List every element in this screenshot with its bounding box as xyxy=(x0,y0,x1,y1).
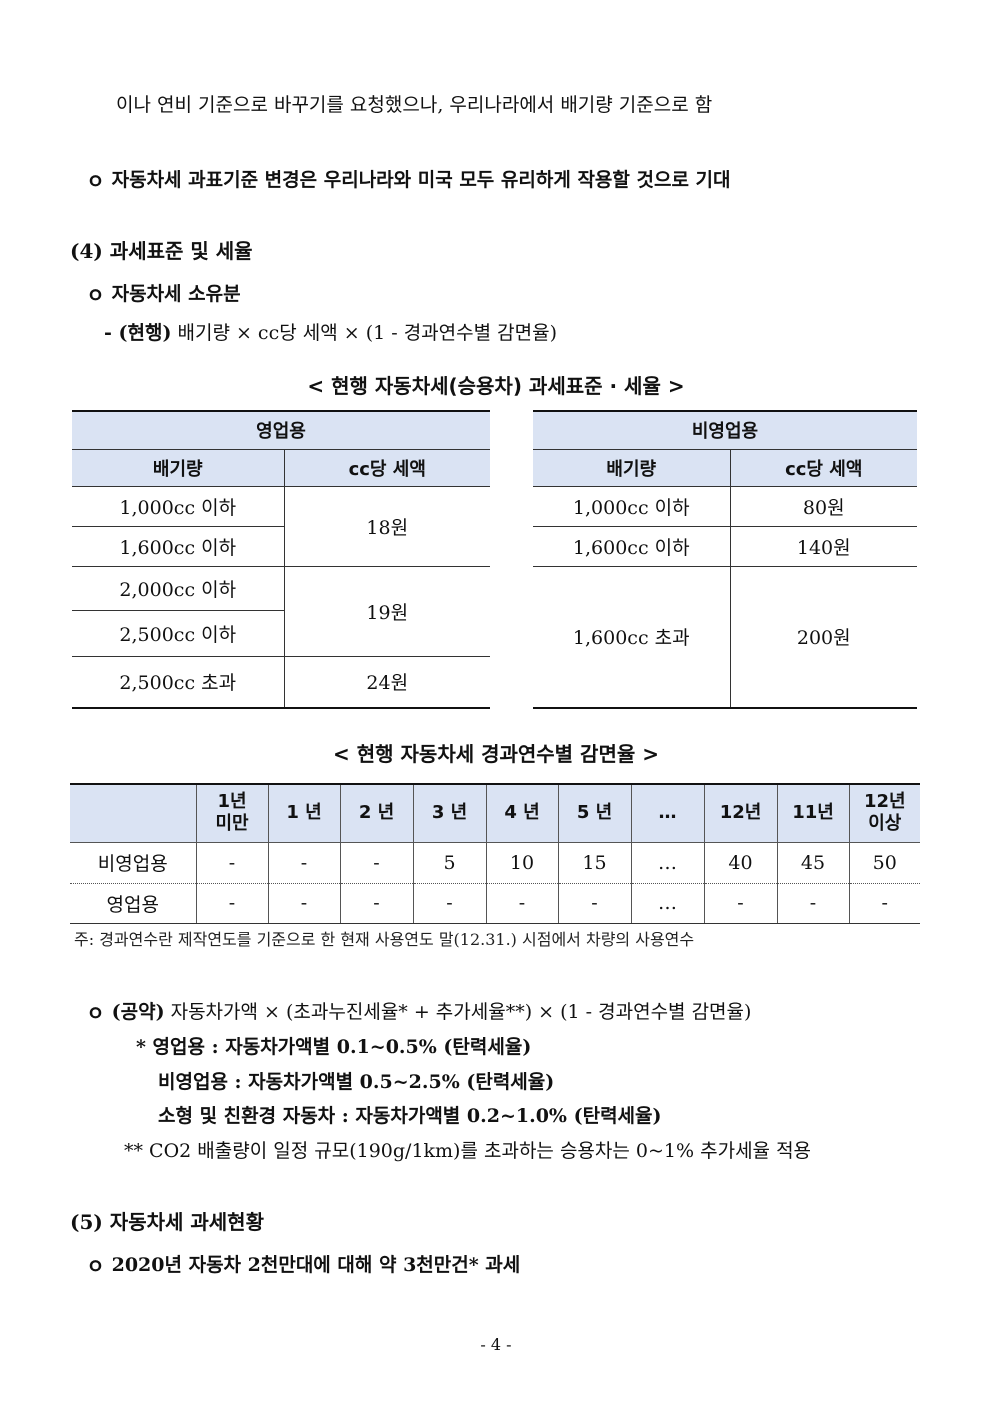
cell-cc: 1,600cc 초과 xyxy=(533,565,730,709)
cell-rate: 45 xyxy=(776,842,849,884)
note-line: 소형 및 친환경 자동차 : 자동차가액별 0.2~1.0% (탄력세율) xyxy=(158,1105,662,1127)
header-year: 1년 미만 xyxy=(195,783,268,843)
header-rate: cc당 세액 xyxy=(729,448,917,487)
header-rate: cc당 세액 xyxy=(283,448,490,487)
bullet-line: ｏ 자동차세 소유분 xyxy=(86,283,241,305)
note-line: * 영업용 : 자동차가액별 0.1~0.5% (탄력세율) xyxy=(136,1036,532,1058)
cell-cc: 2,500cc 이하 xyxy=(72,609,284,657)
formula: 자동차가액 × (초과누진세율* + 추가세율**) × (1 - 경과연수별 … xyxy=(164,1001,752,1023)
table-note: 주: 경과연수란 제작연도를 기준으로 한 현재 사용연도 말(12.31.) … xyxy=(74,930,695,949)
header-year: 2 년 xyxy=(339,783,413,843)
header-displacement: 배기량 xyxy=(533,448,730,487)
header-year: 5 년 xyxy=(557,783,631,843)
cell-rate: 80원 xyxy=(729,485,917,527)
cell-rate: 15 xyxy=(557,842,631,884)
cell-rate: - xyxy=(267,842,340,884)
header-empty xyxy=(70,783,196,843)
label-current: - (현행) xyxy=(104,322,172,344)
formula-line: - (현행) 배기량 × cc당 세액 × (1 - 경과연수별 감면율) xyxy=(104,318,557,345)
section-heading-4: (4) 과세표준 및 세율 xyxy=(70,239,253,263)
cell-rate: 50 xyxy=(848,842,920,884)
cell-rate: - xyxy=(485,883,558,924)
cell-cc: 1,000cc 이하 xyxy=(72,485,284,527)
header-year: … xyxy=(630,783,704,843)
bullet-line: ｏ 2020년 자동차 2천만대에 대해 약 3천만건* 과세 xyxy=(86,1254,521,1276)
cell-rate: … xyxy=(630,842,704,884)
header-year: 4 년 xyxy=(485,783,558,843)
header-year: 3 년 xyxy=(412,783,486,843)
cell-rate: - xyxy=(776,883,849,924)
note-line: ** CO2 배출량이 일정 규모(190g/1km)를 초과하는 승용차는 0… xyxy=(124,1140,812,1162)
cell-cc: 1,600cc 이하 xyxy=(533,525,730,567)
cell-rate: - xyxy=(195,842,268,884)
bullet-line: ｏ 자동차세 과표기준 변경은 우리나라와 미국 모두 유리하게 작용할 것으로… xyxy=(86,169,731,191)
header-business: 영업용 xyxy=(72,410,490,450)
cell-rate: 200원 xyxy=(729,565,917,709)
header-displacement: 배기량 xyxy=(72,448,284,487)
cell-cc: 1,600cc 이하 xyxy=(72,525,284,567)
cell-rate: - xyxy=(848,883,920,924)
cell-rate: - xyxy=(412,883,486,924)
cell-rate: 19원 xyxy=(283,565,490,657)
cell-rate: … xyxy=(630,883,704,924)
cell-rate: 24원 xyxy=(283,655,490,709)
row-label: 영업용 xyxy=(70,883,196,924)
pledge-line: ｏ (공약) 자동차가액 × (초과누진세율* + 추가세율**) × (1 -… xyxy=(86,997,751,1024)
cell-rate: 10 xyxy=(485,842,558,884)
header-nonbusiness: 비영업용 xyxy=(533,410,917,450)
cell-cc: 2,000cc 이하 xyxy=(72,565,284,611)
nonbusiness-rate-table: 비영업용 배기량 cc당 세액 1,000cc 이하 80원 1,600cc 이하 1… xyxy=(533,410,917,709)
cell-rate: 5 xyxy=(412,842,486,884)
note-line: 비영업용 : 자동차가액별 0.5~2.5% (탄력세율) xyxy=(158,1071,555,1093)
cell-rate: - xyxy=(339,842,413,884)
header-year: 12년 이상 xyxy=(848,783,920,843)
cell-rate: - xyxy=(557,883,631,924)
table-title: < 현행 자동차세(승용차) 과세표준 · 세율 > xyxy=(307,374,685,398)
cell-cc: 1,000cc 이하 xyxy=(533,485,730,527)
cell-cc: 2,500cc 초과 xyxy=(72,655,284,709)
row-label: 비영업용 xyxy=(70,842,196,884)
cell-rate: 18원 xyxy=(283,485,490,567)
header-year: 12년 xyxy=(703,783,777,843)
header-year: 1 년 xyxy=(267,783,340,843)
text-line: 이나 연비 기준으로 바꾸기를 요청했으나, 우리나라에서 배기량 기준으로 함 xyxy=(116,94,713,116)
section-heading-5: (5) 자동차세 과세현황 xyxy=(70,1210,264,1234)
cell-rate: - xyxy=(195,883,268,924)
formula: 배기량 × cc당 세액 × (1 - 경과연수별 감면율) xyxy=(171,322,557,344)
cell-rate: - xyxy=(339,883,413,924)
business-rate-table: 영업용 배기량 cc당 세액 1,000cc 이하 18원 1,600cc 이하 2… xyxy=(72,410,490,709)
cell-rate: - xyxy=(703,883,777,924)
header-year: 11년 xyxy=(776,783,849,843)
cell-rate: 40 xyxy=(703,842,777,884)
table-title: < 현행 자동차세 경과연수별 감면율 > xyxy=(333,742,659,766)
cell-rate: 140원 xyxy=(729,525,917,567)
page-number: - 4 - xyxy=(480,1335,512,1354)
cell-rate: - xyxy=(267,883,340,924)
label-pledge: ｏ (공약) xyxy=(86,1001,165,1023)
